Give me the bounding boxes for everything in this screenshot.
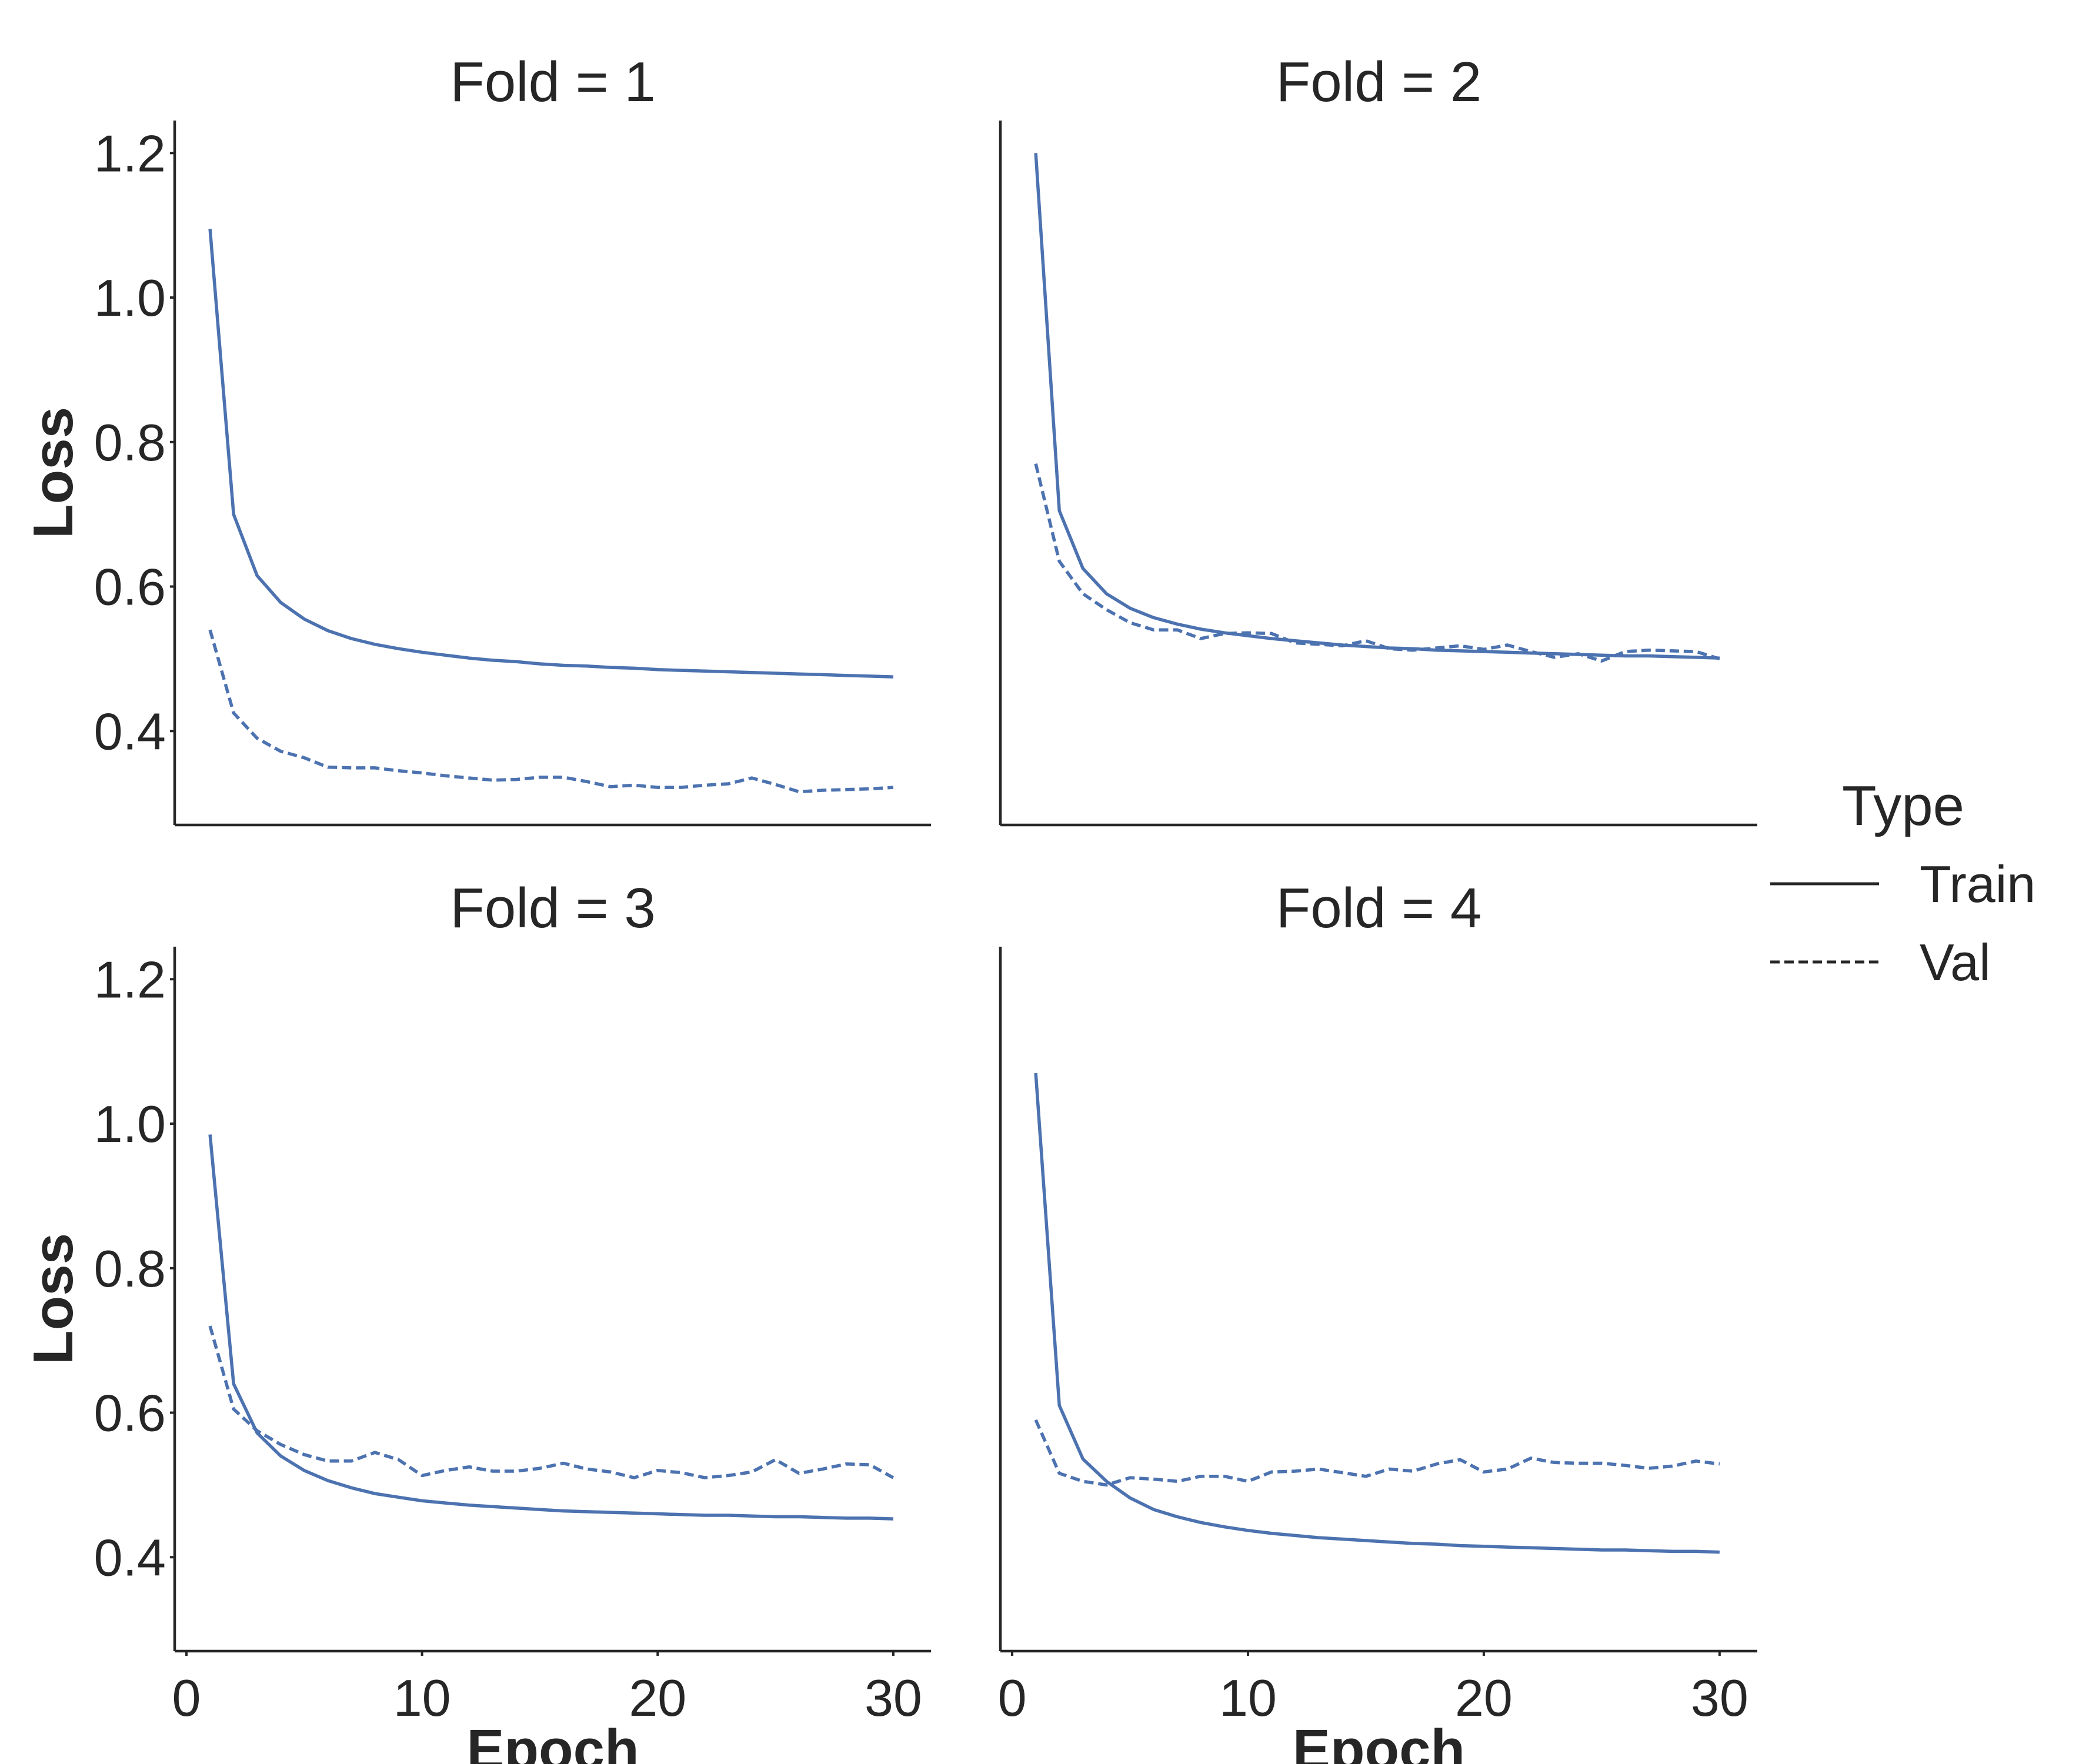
y-tick-label: 0.8 (94, 1240, 166, 1298)
legend-val-label: Val (1920, 933, 1991, 991)
facet-title: Fold = 4 (1276, 877, 1482, 940)
y-tick-label: 0.4 (94, 702, 166, 760)
x-tick-label: 20 (1455, 1669, 1513, 1727)
y-tick-label: 1.2 (94, 124, 166, 182)
y-axis-label: Loss (22, 407, 85, 539)
y-tick-label: 0.6 (94, 558, 166, 616)
x-tick-label: 20 (629, 1669, 686, 1727)
val-loss-line (1034, 463, 1720, 663)
x-tick-label: 30 (865, 1669, 922, 1727)
train-loss-line (1034, 1073, 1720, 1554)
y-tick-label: 0.6 (94, 1384, 166, 1442)
facet-title: Fold = 1 (450, 51, 656, 113)
y-tick-label: 1.2 (94, 950, 166, 1008)
y-tick-label: 0.4 (94, 1528, 166, 1586)
x-tick-label: 0 (998, 1669, 1027, 1727)
legend-train-label: Train (1920, 855, 2035, 913)
x-axis-label: Epoch (466, 1718, 639, 1764)
val-loss-line (1034, 1419, 1720, 1487)
x-axis-label: Epoch (1293, 1718, 1465, 1764)
train-loss-line (1034, 153, 1720, 660)
legend-title: Type (1842, 774, 1964, 837)
x-tick-label: 10 (1219, 1669, 1277, 1727)
x-tick-label: 30 (1691, 1669, 1748, 1727)
train-loss-line (208, 229, 893, 679)
x-tick-label: 0 (172, 1669, 201, 1727)
x-tick-label: 10 (393, 1669, 451, 1727)
val-loss-line (208, 629, 894, 794)
facet-title: Fold = 3 (450, 877, 656, 940)
y-axis-label: Loss (22, 1233, 85, 1365)
facet-title: Fold = 2 (1276, 51, 1482, 113)
y-tick-label: 1.0 (94, 1095, 166, 1153)
train-loss-line (208, 1134, 893, 1521)
val-loss-line (208, 1325, 895, 1479)
y-tick-label: 0.8 (94, 413, 166, 472)
y-tick-label: 1.0 (94, 269, 166, 327)
